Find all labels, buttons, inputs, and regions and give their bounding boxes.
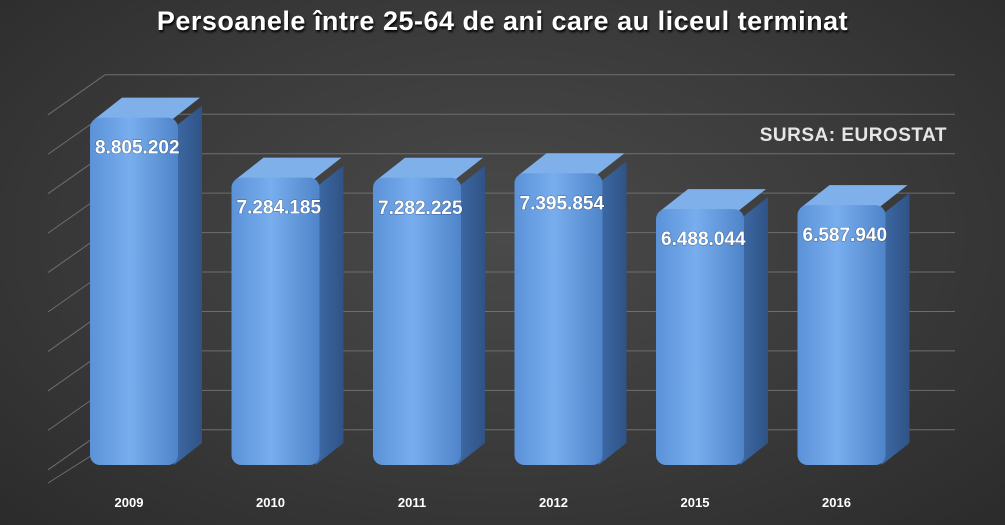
bar-top	[660, 189, 766, 212]
bar-side	[174, 105, 202, 465]
value-label: 8.805.202	[95, 138, 180, 159]
bar-side	[740, 197, 768, 465]
source-label: SURSA: EUROSTAT	[759, 125, 947, 146]
x-tick-label: 2011	[398, 495, 426, 510]
bar-front	[797, 205, 886, 465]
bar-front	[656, 209, 744, 465]
chart-title: Persoanele între 25-64 de ani care au li…	[156, 6, 849, 36]
bar-2009	[90, 97, 202, 465]
x-tick-label: 2012	[539, 495, 568, 510]
value-label: 7.395.854	[520, 193, 605, 214]
bar-2015	[656, 189, 768, 465]
value-label: 6.587.940	[803, 225, 888, 246]
bar-side	[457, 165, 485, 465]
x-tick-label: 2016	[822, 495, 851, 510]
value-label: 7.282.225	[378, 198, 463, 219]
x-tick-label: 2009	[115, 495, 144, 510]
bar-front	[514, 173, 603, 465]
x-tick-label: 2015	[681, 495, 710, 510]
x-tick-label: 2010	[256, 495, 285, 510]
bar-2010	[231, 157, 344, 465]
bar-side	[315, 165, 344, 465]
bar-2012	[514, 153, 627, 465]
gridline-wall	[47, 74, 106, 116]
bar-top	[377, 157, 483, 180]
bar-2016	[797, 185, 910, 465]
value-label: 6.488.044	[661, 229, 746, 250]
bar-top	[518, 153, 625, 176]
bar-side	[598, 161, 627, 465]
bar-front	[373, 177, 461, 465]
bar-top	[801, 185, 908, 208]
bar-2011	[373, 157, 485, 465]
bar-front	[231, 177, 320, 465]
bar-side	[881, 193, 910, 465]
bar-front	[90, 117, 178, 465]
bar-top	[94, 97, 200, 120]
bar-top	[235, 157, 342, 180]
value-label: 7.284.185	[237, 198, 322, 219]
